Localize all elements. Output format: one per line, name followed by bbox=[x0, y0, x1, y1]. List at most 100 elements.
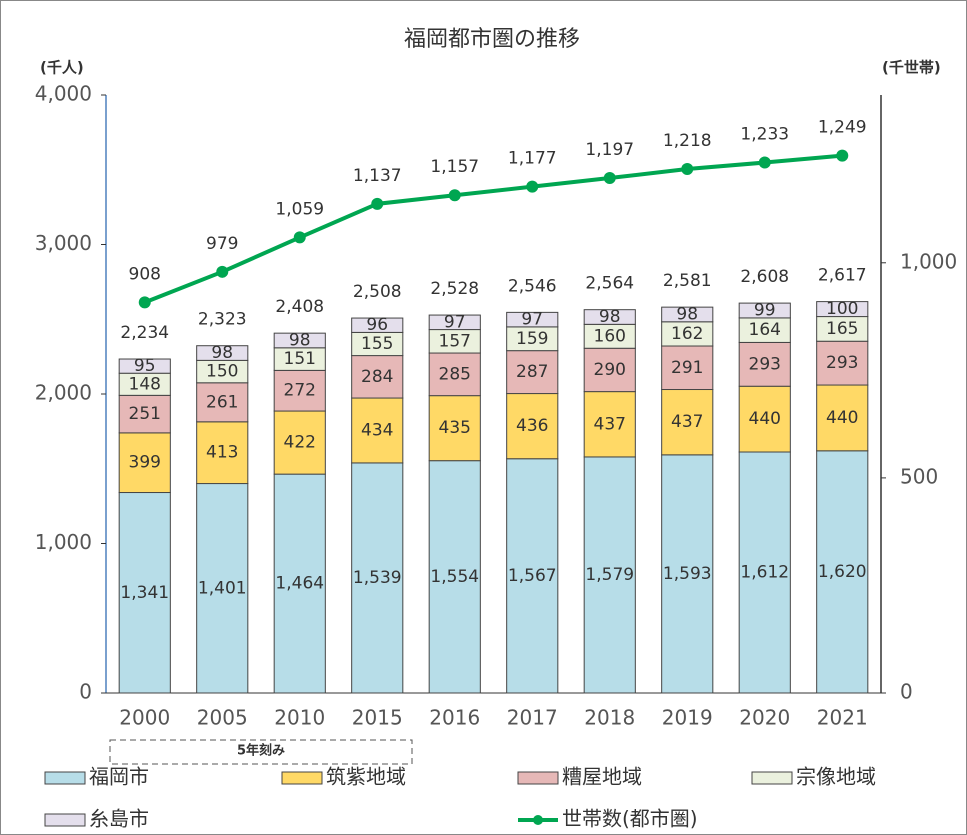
bar-segment bbox=[428, 314, 481, 331]
y-tick-label: 4,000 bbox=[35, 82, 92, 106]
bar-segment bbox=[738, 385, 791, 453]
line bbox=[144, 153, 843, 305]
bar-value-label: 95 bbox=[134, 356, 156, 376]
bar-segment bbox=[196, 483, 249, 694]
y-tick-label: 3,000 bbox=[35, 231, 92, 255]
bar-segment bbox=[506, 393, 559, 460]
line-point bbox=[371, 197, 384, 210]
bar-value-label: 1,593 bbox=[663, 564, 712, 584]
y-tick-label: 2,000 bbox=[35, 381, 92, 405]
total-label: 2,617 bbox=[818, 266, 867, 286]
line-value-label: 1,233 bbox=[740, 125, 789, 145]
bar-segment bbox=[351, 462, 404, 694]
annotation: 5年刻み bbox=[237, 743, 285, 759]
bar-segment bbox=[273, 410, 326, 475]
bar-segment bbox=[738, 317, 791, 343]
legend-swatch bbox=[44, 813, 86, 827]
bar-segment bbox=[506, 458, 559, 694]
bar-value-label: 165 bbox=[826, 319, 858, 339]
line-value-label: 1,177 bbox=[508, 149, 557, 169]
bar-value-label: 1,341 bbox=[120, 583, 169, 603]
line-point bbox=[216, 265, 229, 278]
total-label: 2,528 bbox=[430, 279, 479, 299]
x-tick-label: 2000 bbox=[119, 706, 170, 730]
bar-segment bbox=[196, 345, 249, 361]
total-label: 2,546 bbox=[508, 276, 557, 296]
line-point bbox=[526, 180, 539, 193]
bar-segment bbox=[583, 456, 636, 694]
legend-label: 糟屋地域 bbox=[562, 765, 642, 789]
legend-swatch bbox=[44, 771, 86, 785]
bar-value-label: 440 bbox=[826, 408, 858, 428]
bar-segment bbox=[428, 460, 481, 694]
line-point bbox=[448, 189, 461, 202]
total-label: 2,564 bbox=[585, 274, 634, 294]
line-value-label: 1,249 bbox=[818, 118, 867, 138]
bar-segment bbox=[428, 352, 481, 397]
x-tick-label: 2017 bbox=[507, 706, 558, 730]
legend-label: 筑紫地域 bbox=[326, 765, 406, 789]
line-value-label: 1,218 bbox=[663, 131, 712, 151]
bar-value-label: 284 bbox=[361, 367, 393, 387]
bar-value-label: 1,579 bbox=[585, 565, 634, 585]
y2-tick-label: 0 bbox=[900, 680, 913, 704]
bar-value-label: 413 bbox=[206, 443, 238, 463]
y2-axis-label: (千世帯) bbox=[882, 59, 941, 77]
bar-segment bbox=[738, 451, 791, 694]
bar-segment bbox=[583, 309, 636, 325]
legend-label: 糸島市 bbox=[89, 807, 149, 831]
bar-segment bbox=[273, 473, 326, 694]
bar-segment bbox=[118, 394, 171, 434]
bar-segment bbox=[196, 421, 249, 485]
bar-value-label: 159 bbox=[516, 329, 548, 349]
bar-value-label: 148 bbox=[129, 374, 161, 394]
bar-segment bbox=[428, 395, 481, 462]
bar-value-label: 157 bbox=[439, 331, 471, 351]
x-tick-label: 2005 bbox=[197, 706, 248, 730]
bar-value-label: 436 bbox=[516, 416, 548, 436]
bar-segment bbox=[351, 397, 404, 464]
bar-value-label: 164 bbox=[749, 320, 781, 340]
bar-segment bbox=[738, 341, 791, 387]
legend-swatch bbox=[533, 815, 543, 825]
bar-segment bbox=[118, 492, 171, 694]
bar-segment bbox=[583, 391, 636, 458]
bar-value-label: 434 bbox=[361, 420, 393, 440]
bar-value-label: 285 bbox=[439, 364, 471, 384]
bar-value-label: 1,464 bbox=[275, 574, 324, 594]
legend-swatch bbox=[751, 771, 793, 785]
annotation-box bbox=[109, 739, 413, 765]
bar-segment bbox=[661, 345, 714, 391]
bar-value-label: 287 bbox=[516, 362, 548, 382]
bar-value-label: 162 bbox=[671, 324, 703, 344]
legend-label: 世帯数(都市圏) bbox=[562, 807, 698, 831]
bar-value-label: 291 bbox=[671, 358, 703, 378]
total-label: 2,323 bbox=[198, 310, 247, 330]
x-tick-label: 2021 bbox=[817, 706, 868, 730]
line-point bbox=[293, 231, 306, 244]
total-label: 2,408 bbox=[275, 297, 324, 317]
bar-segment bbox=[351, 355, 404, 399]
x-tick-label: 2020 bbox=[739, 706, 790, 730]
bar-value-label: 1,620 bbox=[818, 562, 867, 582]
bar-value-label: 272 bbox=[284, 381, 316, 401]
legend-swatch bbox=[281, 771, 323, 785]
bar-value-label: 399 bbox=[129, 453, 161, 473]
bar-segment bbox=[583, 347, 636, 393]
line-value-label: 1,197 bbox=[585, 140, 634, 160]
total-label: 2,234 bbox=[120, 323, 169, 343]
legend-label: 福岡市 bbox=[89, 765, 149, 789]
bar-value-label: 422 bbox=[284, 433, 316, 453]
line-point bbox=[681, 162, 694, 175]
x-tick-label: 2016 bbox=[429, 706, 480, 730]
bar-segment bbox=[506, 311, 559, 328]
bar-value-label: 98 bbox=[676, 304, 698, 324]
bar-value-label: 440 bbox=[749, 409, 781, 429]
bar-segment bbox=[273, 332, 326, 349]
y-axis-label: (千人) bbox=[40, 59, 84, 77]
bar-value-label: 1,401 bbox=[198, 578, 247, 598]
bar-value-label: 98 bbox=[289, 330, 311, 350]
total-label: 2,608 bbox=[740, 267, 789, 287]
bar-value-label: 261 bbox=[206, 392, 238, 412]
bar-value-label: 98 bbox=[599, 307, 621, 327]
